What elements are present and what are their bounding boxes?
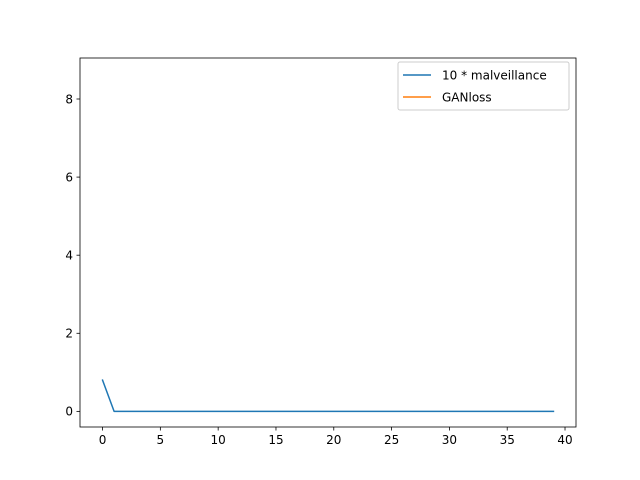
x-tick-label: 10	[211, 433, 226, 447]
y-tick-label: 8	[65, 92, 73, 106]
y-tick-label: 0	[65, 405, 73, 419]
legend-label-1: GANloss	[442, 90, 492, 104]
x-tick-label: 5	[157, 433, 165, 447]
x-tick-label: 0	[99, 433, 107, 447]
plot-area	[80, 58, 576, 427]
x-tick-label: 30	[442, 433, 457, 447]
series-line-0	[101, 379, 555, 413]
x-tick-label: 15	[268, 433, 283, 447]
x-tick-label: 35	[500, 433, 515, 447]
y-tick-label: 2	[65, 327, 73, 341]
x-tick-label: 40	[557, 433, 572, 447]
axes-frame	[79, 57, 577, 428]
plot-background	[80, 58, 576, 427]
legend-label-0: 10 * malveillance	[442, 68, 547, 82]
y-tick-label: 6	[65, 170, 73, 184]
axes: 0 5 10 15 20 25 30 35 40 0 2 4 6 8	[65, 57, 577, 447]
x-tick-label: 25	[384, 433, 399, 447]
y-tick-label: 4	[65, 248, 73, 262]
legend-box	[397, 61, 570, 111]
x-tick-label: 20	[326, 433, 341, 447]
legend: 10 * malveillance GANloss	[397, 61, 570, 111]
